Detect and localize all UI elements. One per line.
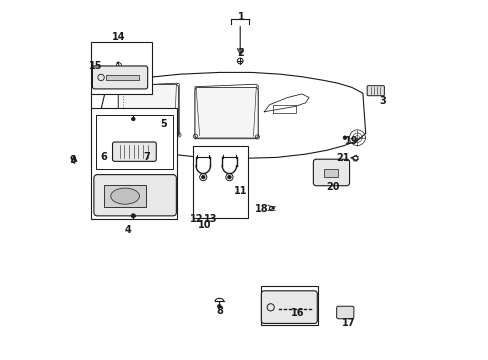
Text: 5: 5 [160, 120, 167, 129]
FancyBboxPatch shape [313, 159, 349, 186]
Bar [192, 146, 247, 218]
Text: 17: 17 [341, 318, 354, 328]
Text: 8: 8 [216, 306, 223, 316]
Bar [104, 185, 146, 207]
Circle shape [343, 136, 346, 139]
Text: 6: 6 [101, 152, 107, 162]
Text: 15: 15 [89, 61, 102, 71]
Text: 21: 21 [336, 153, 349, 163]
Circle shape [227, 175, 231, 179]
Text: 14: 14 [112, 32, 125, 41]
Text: 10: 10 [198, 220, 211, 230]
Circle shape [201, 175, 204, 179]
Text: 1: 1 [237, 12, 244, 22]
Bar [324, 169, 337, 177]
Text: 18: 18 [254, 204, 268, 214]
FancyBboxPatch shape [195, 87, 258, 138]
Ellipse shape [110, 188, 139, 204]
Bar [91, 42, 152, 94]
FancyBboxPatch shape [94, 175, 176, 216]
Text: 3: 3 [378, 96, 385, 106]
Bar [91, 108, 177, 220]
Bar [260, 286, 317, 325]
Text: 7: 7 [143, 152, 150, 162]
Text: 4: 4 [124, 225, 131, 235]
FancyBboxPatch shape [92, 66, 147, 89]
Circle shape [131, 117, 135, 121]
Text: 2: 2 [237, 48, 244, 58]
Text: 16: 16 [290, 308, 304, 318]
Bar [106, 75, 139, 80]
Circle shape [131, 214, 135, 218]
FancyBboxPatch shape [112, 142, 156, 161]
Text: 11: 11 [233, 186, 246, 196]
Bar [96, 116, 173, 169]
Text: 12: 12 [190, 215, 203, 224]
FancyBboxPatch shape [366, 86, 384, 96]
FancyBboxPatch shape [261, 291, 317, 323]
Circle shape [99, 128, 102, 132]
Circle shape [217, 305, 221, 308]
FancyBboxPatch shape [336, 306, 353, 319]
Text: 20: 20 [326, 182, 340, 192]
Text: 13: 13 [203, 215, 217, 224]
Text: 9: 9 [70, 155, 76, 165]
FancyBboxPatch shape [118, 85, 178, 136]
Text: 19: 19 [345, 136, 358, 145]
